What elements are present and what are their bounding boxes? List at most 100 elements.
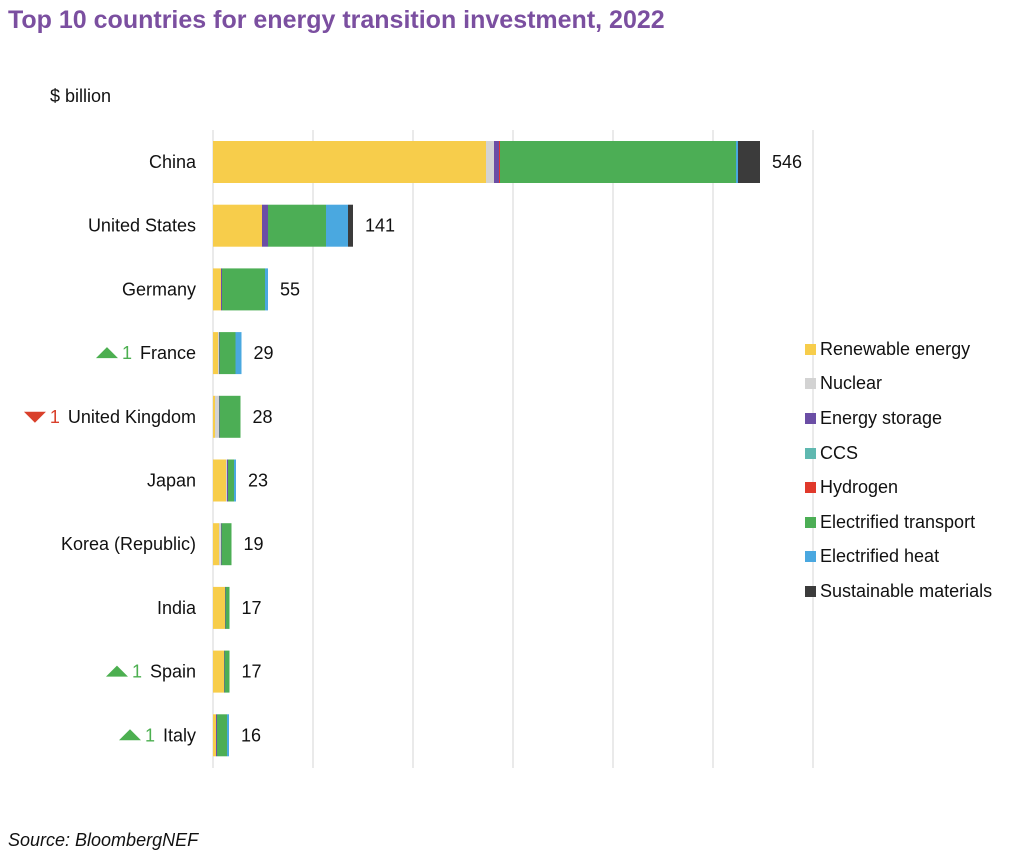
category-label: Germany — [122, 279, 196, 299]
category-label: United States — [88, 216, 196, 236]
legend-label: Nuclear — [820, 373, 883, 394]
rank-up-icon — [95, 347, 118, 359]
bar-segment — [213, 523, 219, 566]
category-label: Italy — [163, 725, 196, 745]
bar-segment — [213, 459, 226, 502]
bar-segment — [235, 332, 242, 375]
legend-label: Electrified transport — [820, 511, 976, 532]
bar-segment — [219, 395, 220, 438]
legend-label: Electrified heat — [820, 546, 940, 567]
legend-item: Renewable energy — [805, 332, 992, 367]
bar-segment — [217, 714, 227, 757]
chart-title: Top 10 countries for energy transition i… — [8, 6, 665, 34]
legend-item: Electrified heat — [805, 540, 992, 575]
legend-label: Renewable energy — [820, 338, 971, 359]
category-label: France — [140, 343, 196, 363]
bar-segment — [213, 332, 218, 375]
rank-change-value: 1 — [132, 662, 142, 682]
bar-segment — [213, 141, 486, 183]
bar-segment — [215, 395, 219, 438]
bar-segment — [234, 459, 236, 502]
bar-segment — [738, 141, 760, 183]
bar-segment — [219, 332, 220, 375]
rank-up-icon — [105, 665, 128, 677]
legend-label: CCS — [820, 442, 859, 463]
unit-label: $ billion — [50, 86, 112, 106]
category-label: Japan — [147, 471, 196, 491]
value-label: 141 — [365, 216, 395, 236]
bar-segment — [227, 714, 229, 757]
source-note: Source: BloombergNEF — [8, 830, 199, 850]
legend-item: Energy storage — [805, 401, 992, 436]
legend-item: Electrified transport — [805, 505, 992, 540]
legend-swatch — [805, 516, 816, 528]
bar-segment — [213, 204, 262, 247]
bar-segment — [486, 141, 494, 183]
legend-swatch — [805, 585, 816, 597]
bar-segment — [225, 586, 230, 629]
bar-segment — [221, 523, 222, 566]
value-label: 28 — [253, 407, 273, 427]
legend-item: CCS — [805, 436, 992, 471]
bar-segment — [499, 141, 500, 183]
category-label: Spain — [150, 662, 196, 682]
legend-swatch — [805, 551, 816, 563]
rank-up-icon — [118, 729, 141, 741]
value-label: 19 — [244, 534, 264, 554]
bar-segment — [227, 459, 228, 502]
bar-segment — [262, 204, 268, 247]
value-label: 546 — [772, 152, 802, 172]
rank-change-value: 1 — [50, 407, 60, 427]
bar-segment — [226, 459, 227, 502]
legend-swatch — [805, 482, 816, 494]
chart-legend: Renewable energy Nuclear Energy storage CCS… — [805, 332, 992, 609]
value-label: 29 — [254, 343, 274, 363]
bar-segment — [224, 650, 230, 693]
legend-label: Sustainable materials — [820, 580, 993, 601]
bar-segment — [213, 586, 225, 629]
rank-change-value: 1 — [122, 343, 132, 363]
value-label: 17 — [242, 598, 262, 618]
bar-segment — [228, 459, 234, 502]
legend-label: Hydrogen — [820, 477, 899, 498]
bar-segment — [494, 141, 499, 183]
bar-segment — [222, 268, 265, 311]
legend-item: Sustainable materials — [805, 574, 992, 609]
legend-item: Hydrogen — [805, 470, 992, 505]
bar-segment — [225, 586, 226, 629]
bar-segment — [213, 268, 221, 311]
legend-swatch — [805, 412, 816, 424]
bar-segment — [218, 332, 219, 375]
value-label: 23 — [248, 471, 268, 491]
bar-segment — [219, 395, 241, 438]
legend-item: Nuclear — [805, 367, 992, 402]
rank-down-icon — [23, 411, 46, 423]
bar-segment — [326, 204, 348, 247]
bar-segment — [216, 714, 217, 757]
bar-segment — [500, 141, 736, 183]
bar-segment — [219, 523, 221, 566]
bar-segment — [736, 141, 738, 183]
bar-segment — [213, 714, 216, 757]
category-label: Korea (Republic) — [61, 534, 196, 554]
value-label: 55 — [280, 279, 300, 299]
bar-segment — [224, 650, 225, 693]
legend-swatch — [805, 378, 816, 390]
legend-swatch — [805, 343, 816, 355]
bar-segment — [221, 523, 232, 566]
category-label: United Kingdom — [68, 407, 196, 427]
bar-segment — [268, 204, 326, 247]
legend-swatch — [805, 447, 816, 459]
legend-label: Energy storage — [820, 407, 943, 428]
value-label: 16 — [241, 725, 261, 745]
bar-segment — [348, 204, 353, 247]
bar-segment — [221, 268, 222, 311]
bar-segment — [213, 650, 224, 693]
value-label: 17 — [242, 662, 262, 682]
bar-segment — [219, 332, 236, 375]
bar-segment — [213, 395, 215, 438]
category-label: China — [149, 152, 197, 172]
category-label: India — [157, 598, 197, 618]
bar-segment — [265, 268, 268, 311]
rank-change-value: 1 — [145, 725, 155, 745]
